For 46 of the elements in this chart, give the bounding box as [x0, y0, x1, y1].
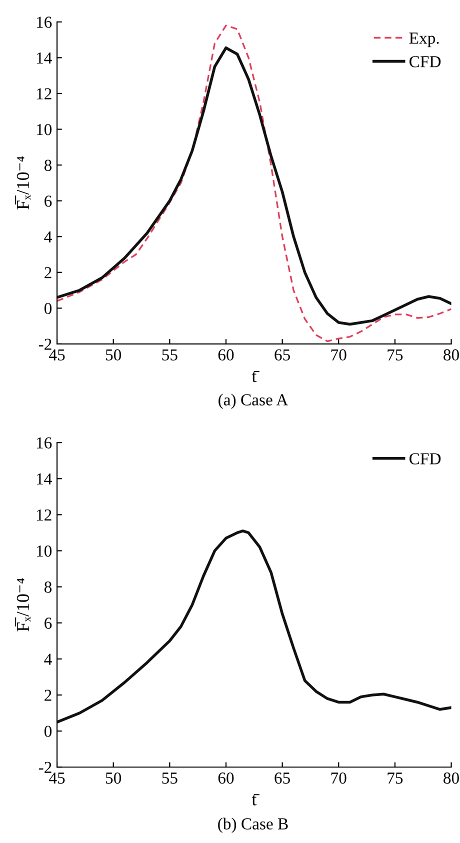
y-axis-title: F̅ₓ/10⁻⁴ [15, 156, 30, 210]
x-tick-label: 80 [444, 772, 459, 784]
x-tick-label: 80 [444, 349, 459, 361]
y-tick-label: 14 [36, 52, 52, 64]
x-tick-label: 75 [388, 772, 403, 784]
y-tick-label: -2 [38, 762, 52, 773]
x-tick-label: 45 [49, 772, 65, 784]
legend-label: CFD [410, 453, 441, 464]
x-tick-label: 55 [162, 349, 178, 361]
x-axis-title: t̄ [252, 370, 260, 382]
legend-label: CFD [410, 56, 441, 68]
x-tick-label: 75 [388, 349, 403, 361]
x-tick-label: 65 [274, 349, 290, 361]
legend-label: Exp. [409, 32, 439, 48]
y-tick-label: 0 [44, 726, 52, 738]
text: (a) Case A [218, 394, 288, 409]
y-tick-label: 6 [44, 196, 52, 207]
x-tick-label: 45 [49, 349, 65, 361]
y-tick-label: 16 [36, 437, 52, 449]
y-tick-label: 6 [44, 618, 52, 629]
y-tick-label: 10 [36, 124, 52, 136]
text: (b) Case B [218, 818, 288, 833]
x-tick-label: 50 [106, 772, 122, 784]
y-tick-label: 8 [44, 160, 52, 171]
y-tick-label: 2 [44, 267, 52, 278]
line-series [57, 530, 452, 724]
y-tick-label: 8 [44, 582, 52, 593]
y-axis-title: F̅ₓ/10⁻⁴ [15, 578, 30, 632]
y-tick-label: 0 [44, 302, 52, 314]
y-tick-label: 2 [44, 690, 52, 701]
y-tick-label: 16 [36, 16, 52, 28]
y-tick-label: -2 [38, 338, 52, 350]
x-tick-label: 70 [331, 772, 346, 784]
x-tick-label: 55 [162, 772, 178, 784]
x-tick-label: 65 [274, 772, 290, 784]
y-tick-label: 12 [36, 88, 52, 100]
y-tick-label: 4 [44, 231, 52, 242]
y-tick-label: 12 [36, 509, 52, 520]
x-tick-label: 60 [218, 772, 234, 784]
x-tick-label: 50 [106, 349, 122, 361]
x-tick-label: 70 [331, 349, 346, 361]
y-tick-label: 10 [36, 545, 52, 557]
x-tick-label: 60 [218, 349, 234, 361]
y-tick-label: 4 [44, 654, 52, 665]
y-tick-label: 14 [36, 473, 52, 484]
x-axis-title: t̄ [252, 794, 260, 806]
